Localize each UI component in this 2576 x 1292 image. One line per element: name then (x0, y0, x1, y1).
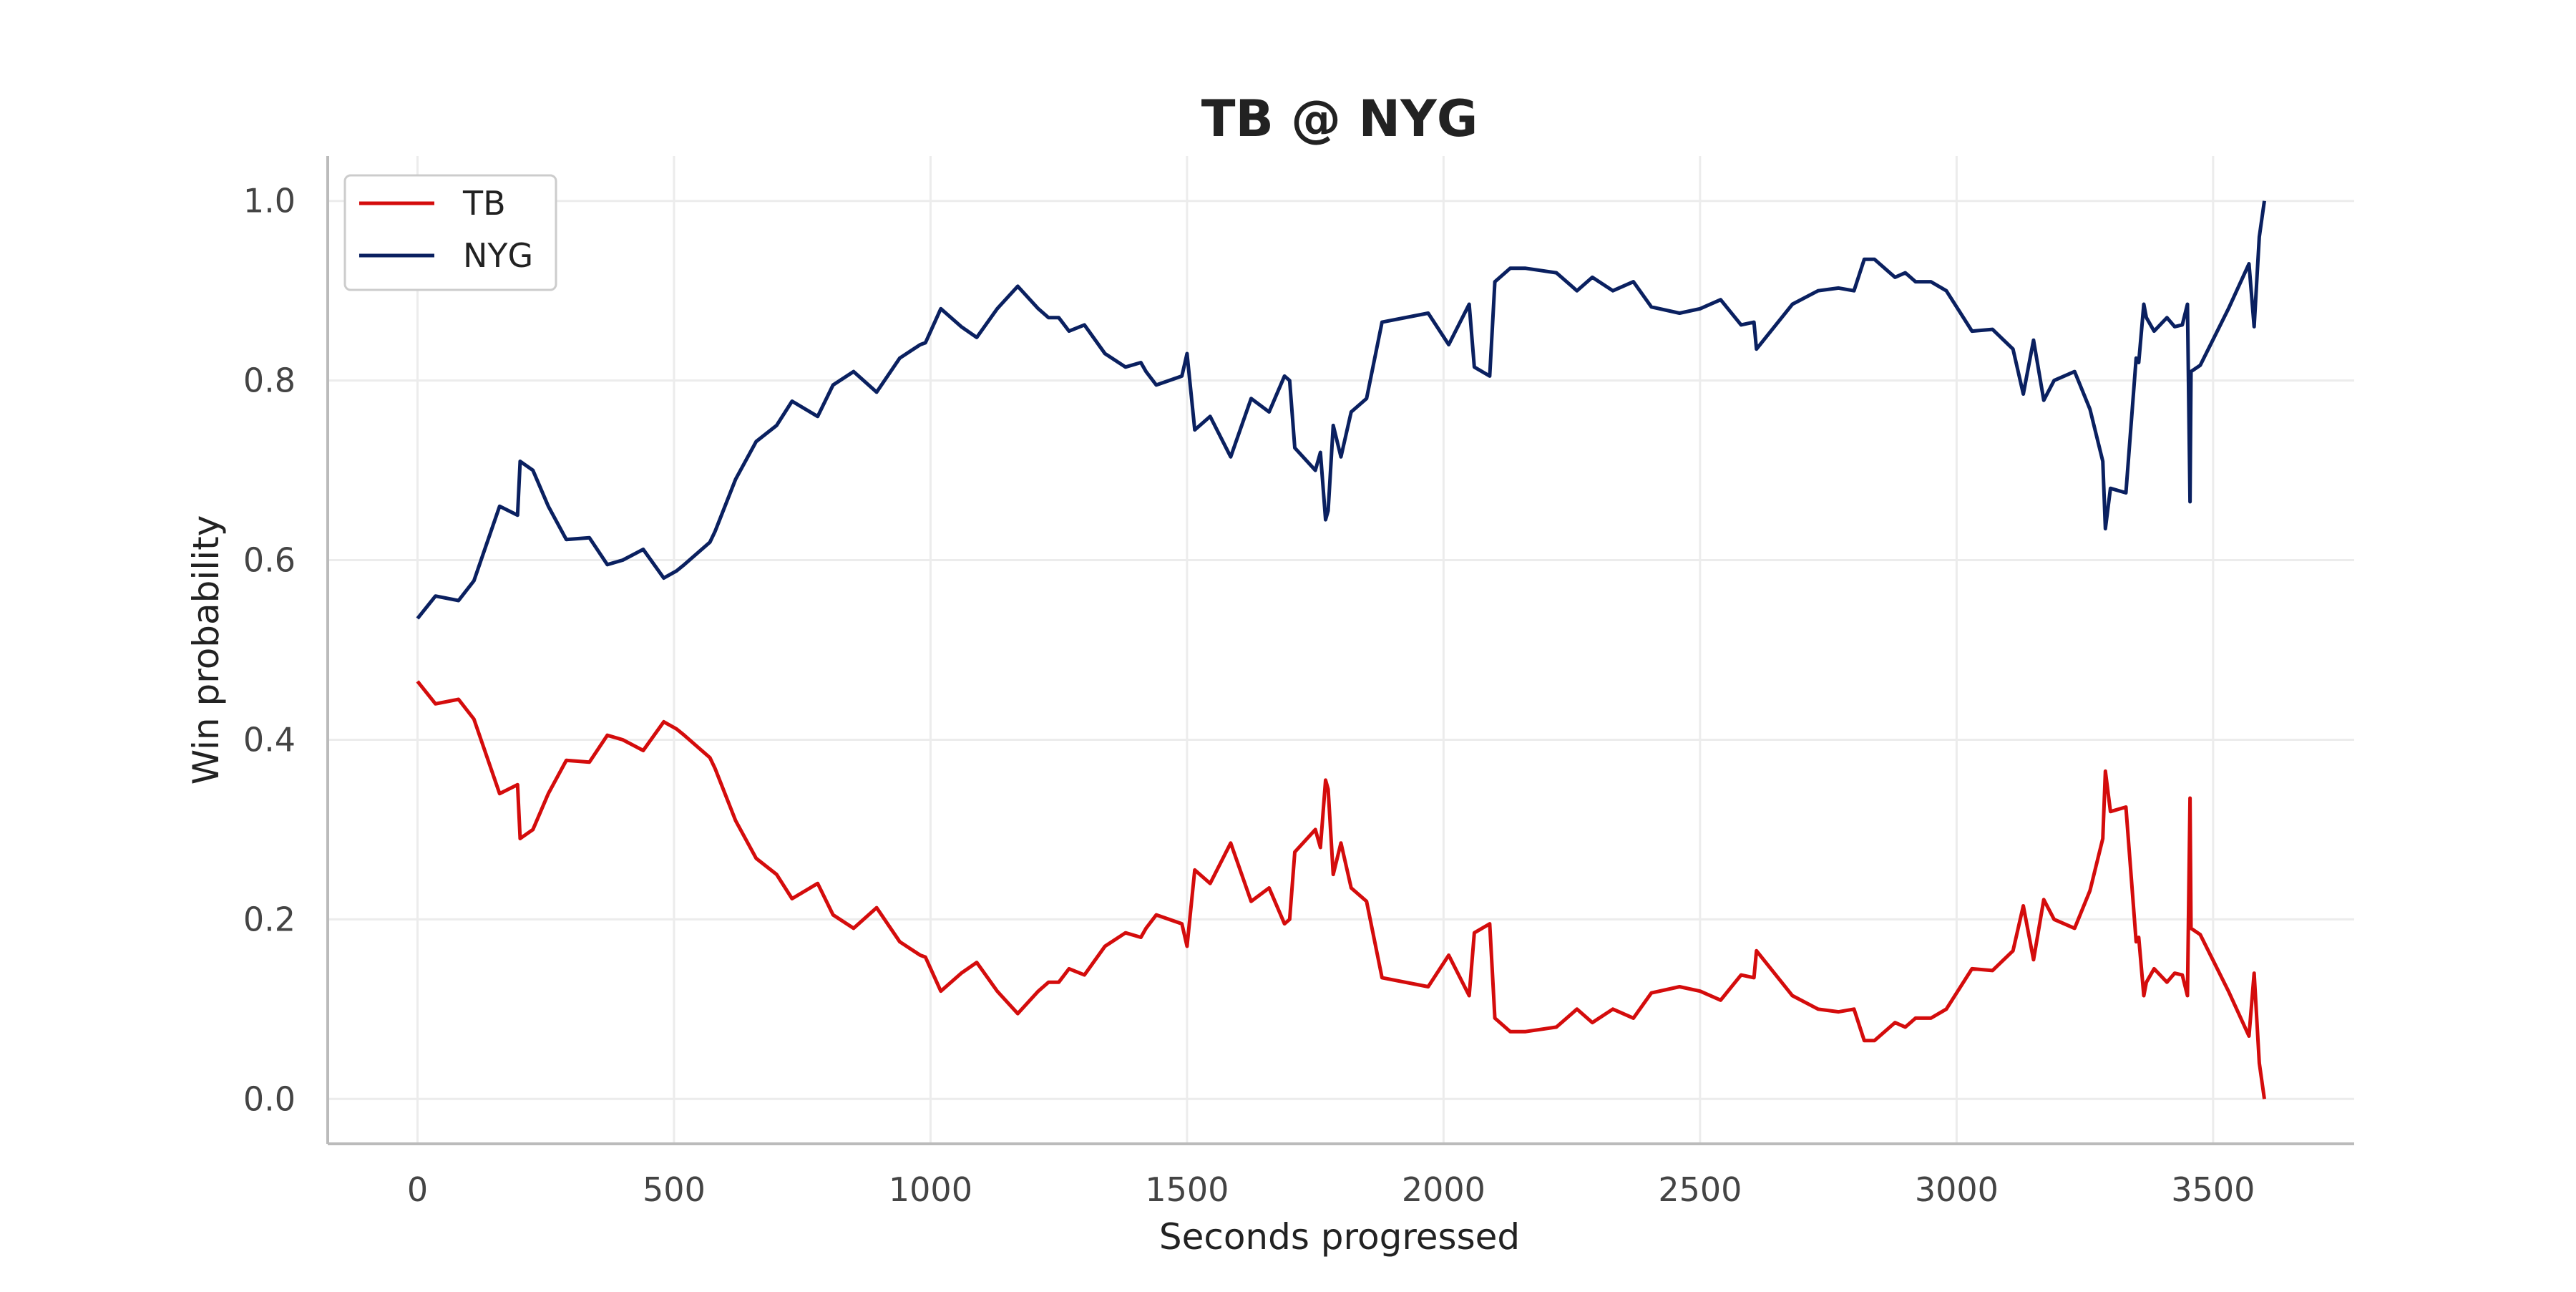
axis-spines (326, 156, 2354, 1145)
tick-labels: 0 500 1000 1500 2000 2500 3000 3500 0.0 0.2 0.4 0.6… (243, 182, 2255, 1209)
y-tick-label: 0.8 (243, 361, 296, 400)
x-tick-label: 3000 (1915, 1170, 1999, 1209)
legend: TB NYG (343, 174, 557, 291)
y-tick-label: 1.0 (243, 182, 296, 220)
x-tick-label: 0 (407, 1170, 428, 1209)
x-tick-label: 3500 (2171, 1170, 2255, 1209)
x-tick-label: 1500 (1145, 1170, 1229, 1209)
grid-layer (328, 156, 2354, 1144)
y-tick-label: 0.0 (243, 1079, 296, 1118)
series-line-tb (416, 680, 2266, 1099)
y-tick-label: 0.4 (243, 720, 296, 759)
legend-label-tb: TB (462, 184, 506, 223)
x-tick-label: 1000 (889, 1170, 972, 1209)
y-axis-label: Win probability (185, 515, 227, 785)
y-tick-label: 0.6 (243, 541, 296, 580)
legend-label-nyg: NYG (463, 236, 533, 275)
chart-title: TB @ NYG (1201, 89, 1478, 148)
series-line-nyg (416, 200, 2266, 620)
x-tick-label: 2000 (1402, 1170, 1485, 1209)
series-layer (416, 200, 2266, 1099)
x-axis-label: Seconds progressed (1159, 1216, 1520, 1258)
y-tick-label: 0.2 (243, 900, 296, 938)
x-tick-label: 500 (643, 1170, 706, 1209)
x-tick-label: 2500 (1658, 1170, 1742, 1209)
